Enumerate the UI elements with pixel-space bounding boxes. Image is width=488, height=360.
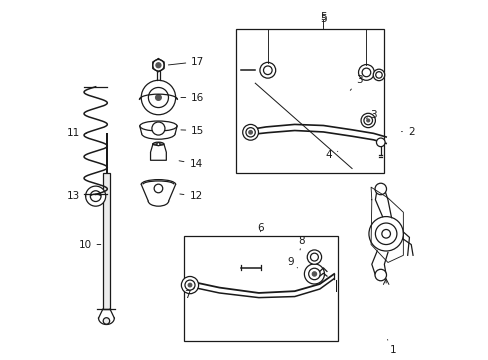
Circle shape	[310, 253, 318, 261]
Circle shape	[181, 276, 198, 294]
Circle shape	[156, 63, 161, 68]
Circle shape	[368, 217, 403, 251]
Text: 6: 6	[257, 223, 264, 233]
Circle shape	[154, 184, 163, 193]
Circle shape	[157, 143, 160, 146]
Circle shape	[358, 64, 373, 80]
Circle shape	[308, 268, 320, 280]
Text: 14: 14	[179, 159, 203, 169]
Circle shape	[362, 68, 370, 77]
Circle shape	[242, 125, 258, 140]
Circle shape	[148, 87, 168, 108]
Text: 2: 2	[401, 127, 414, 136]
Circle shape	[363, 116, 372, 125]
Text: 3: 3	[366, 111, 376, 121]
Text: 1: 1	[386, 339, 396, 355]
Text: 13: 13	[66, 191, 86, 201]
Circle shape	[188, 283, 191, 287]
Text: 4: 4	[325, 150, 337, 160]
Text: 16: 16	[181, 93, 204, 103]
Bar	[103, 173, 109, 309]
Circle shape	[381, 229, 389, 238]
Text: 8: 8	[298, 236, 305, 250]
Text: 7: 7	[183, 288, 194, 301]
Circle shape	[152, 122, 164, 135]
Text: 5: 5	[320, 12, 326, 22]
Text: 5: 5	[320, 14, 326, 27]
Text: 9: 9	[287, 257, 297, 268]
Text: 17: 17	[168, 57, 204, 67]
Circle shape	[304, 264, 324, 284]
Circle shape	[374, 269, 386, 281]
Circle shape	[312, 272, 316, 276]
Circle shape	[141, 80, 175, 115]
Circle shape	[85, 186, 105, 206]
Circle shape	[260, 62, 275, 78]
Circle shape	[155, 95, 161, 100]
Text: 3: 3	[349, 75, 362, 90]
Text: 12: 12	[180, 191, 203, 201]
Circle shape	[376, 138, 384, 147]
Circle shape	[366, 119, 369, 122]
Circle shape	[360, 113, 375, 128]
Bar	[235, 30, 384, 173]
Circle shape	[90, 191, 101, 202]
Circle shape	[263, 66, 271, 75]
Circle shape	[248, 131, 252, 134]
Bar	[183, 235, 337, 341]
Circle shape	[375, 72, 382, 78]
Circle shape	[306, 250, 321, 264]
Text: 15: 15	[181, 126, 204, 135]
Text: 10: 10	[78, 239, 101, 249]
Circle shape	[375, 223, 396, 244]
Circle shape	[184, 280, 195, 290]
Circle shape	[245, 128, 255, 137]
Circle shape	[374, 183, 386, 195]
Circle shape	[103, 318, 109, 324]
Circle shape	[152, 59, 164, 71]
Circle shape	[372, 69, 384, 81]
Text: 11: 11	[66, 129, 86, 138]
